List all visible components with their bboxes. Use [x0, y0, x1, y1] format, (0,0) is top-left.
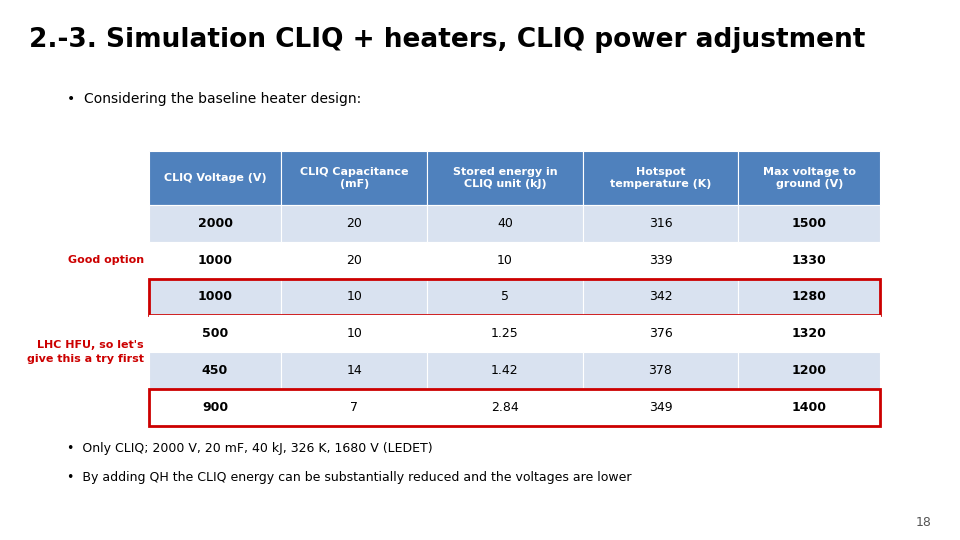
Text: 378: 378	[649, 364, 672, 377]
Text: 5: 5	[501, 291, 509, 303]
Text: CLIQ Voltage (V): CLIQ Voltage (V)	[164, 173, 266, 183]
Text: •  Only CLIQ; 2000 V, 20 mF, 40 kJ, 326 K, 1680 V (LEDET): • Only CLIQ; 2000 V, 20 mF, 40 kJ, 326 K…	[67, 442, 433, 455]
Text: 1000: 1000	[198, 291, 232, 303]
Text: 339: 339	[649, 254, 672, 267]
Text: 316: 316	[649, 217, 672, 230]
Text: 20: 20	[347, 254, 362, 267]
Text: 349: 349	[649, 401, 672, 414]
Text: 1.25: 1.25	[492, 327, 518, 340]
Text: 10: 10	[497, 254, 513, 267]
Text: 1000: 1000	[198, 254, 232, 267]
Text: 1500: 1500	[792, 217, 827, 230]
Text: 342: 342	[649, 291, 672, 303]
Text: 900: 900	[202, 401, 228, 414]
Text: CLIQ Capacitance
(mF): CLIQ Capacitance (mF)	[300, 167, 409, 189]
Text: 14: 14	[347, 364, 362, 377]
Text: 376: 376	[649, 327, 672, 340]
Text: Hotspot
temperature (K): Hotspot temperature (K)	[610, 167, 711, 189]
Text: 450: 450	[202, 364, 228, 377]
Text: 1200: 1200	[792, 364, 827, 377]
Text: 20: 20	[347, 217, 362, 230]
Text: 40: 40	[497, 217, 513, 230]
Text: 500: 500	[202, 327, 228, 340]
Text: 1280: 1280	[792, 291, 827, 303]
Text: 1400: 1400	[792, 401, 827, 414]
Text: 2.-3. Simulation CLIQ + heaters, CLIQ power adjustment: 2.-3. Simulation CLIQ + heaters, CLIQ po…	[29, 27, 865, 53]
Text: 10: 10	[347, 291, 362, 303]
Text: 1330: 1330	[792, 254, 827, 267]
Text: 7: 7	[350, 401, 358, 414]
Text: 1320: 1320	[792, 327, 827, 340]
Text: 10: 10	[347, 327, 362, 340]
Text: Stored energy in
CLIQ unit (kJ): Stored energy in CLIQ unit (kJ)	[453, 167, 557, 189]
Text: Good option: Good option	[68, 255, 144, 265]
Text: LHC HFU, so let's
give this a try first: LHC HFU, so let's give this a try first	[27, 341, 144, 363]
Text: 18: 18	[915, 516, 931, 529]
Text: 2.84: 2.84	[492, 401, 518, 414]
Text: Max voltage to
ground (V): Max voltage to ground (V)	[763, 167, 855, 189]
Text: 2000: 2000	[198, 217, 232, 230]
Text: •  By adding QH the CLIQ energy can be substantially reduced and the voltages ar: • By adding QH the CLIQ energy can be su…	[67, 471, 632, 484]
Text: 1.42: 1.42	[492, 364, 518, 377]
Text: •  Considering the baseline heater design:: • Considering the baseline heater design…	[67, 92, 362, 106]
